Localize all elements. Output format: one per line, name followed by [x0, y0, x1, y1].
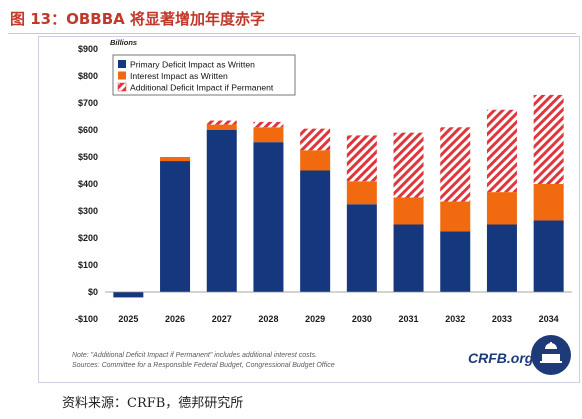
bar-segment-additional: [440, 127, 471, 202]
bar-segment-primary: [113, 292, 144, 298]
y-tick-label: $800: [78, 71, 98, 81]
bar-segment-additional: [206, 120, 237, 125]
capitol-icon: [540, 342, 562, 363]
x-tick-label: 2025: [118, 314, 138, 324]
y-tick-label: $400: [78, 179, 98, 189]
bar-segment-primary: [486, 224, 517, 292]
source-caption: 资料来源：CRFB，德邦研究所: [62, 396, 244, 411]
y-tick-label: $0: [88, 287, 98, 297]
crfb-logo: CRFB.org: [468, 335, 571, 375]
bar-segment-interest: [206, 124, 237, 130]
bar-segment-additional: [346, 135, 377, 182]
bar-segment-interest: [486, 192, 517, 225]
legend-entry: Primary Deficit Impact as Written: [130, 60, 255, 70]
legend-entry: Interest Impact as Written: [130, 71, 228, 81]
bar-segment-additional: [253, 121, 284, 128]
x-tick-label: 2028: [258, 314, 278, 324]
y-tick-label: $600: [78, 125, 98, 135]
bar-segment-interest: [440, 201, 471, 232]
bar-segment-additional: [300, 128, 331, 151]
bar-segment-interest: [393, 197, 424, 225]
bar-segment-interest: [346, 181, 377, 205]
bar-segment-additional: [533, 94, 564, 184]
y-tick-label: $500: [78, 152, 98, 162]
x-tick-label: 2029: [305, 314, 325, 324]
bar-segment-primary: [206, 130, 237, 292]
x-tick-label: 2026: [165, 314, 185, 324]
y-tick-label: $100: [78, 260, 98, 270]
x-tick-label: 2030: [352, 314, 372, 324]
bar-segment-additional: [486, 109, 517, 193]
x-tick-label: 2027: [212, 314, 232, 324]
legend-box: [112, 54, 296, 96]
legend-entry: Additional Deficit Impact if Permanent: [130, 83, 274, 93]
x-tick-label: 2031: [399, 314, 419, 324]
logo-text: CRFB.org: [468, 350, 534, 366]
legend-swatch: [117, 82, 127, 92]
y-tick-label: $300: [78, 206, 98, 216]
chart-note: Note: "Additional Deficit Impact if Perm…: [72, 352, 317, 359]
chart-note: Sources: Committee for a Responsible Fed…: [72, 362, 335, 369]
bar-segment-primary: [300, 170, 331, 292]
y-tick-label: $900: [78, 44, 98, 54]
bar-segment-primary: [533, 220, 564, 292]
y-tick-label: $700: [78, 98, 98, 108]
x-tick-label: 2034: [539, 314, 559, 324]
bar-segment-interest: [533, 184, 564, 221]
bar-segment-primary: [440, 231, 471, 292]
units-label: Billions: [110, 38, 137, 47]
legend-swatch: [118, 60, 126, 68]
x-tick-label: 2033: [492, 314, 512, 324]
bar-segment-interest: [253, 127, 284, 143]
bar-segment-primary: [346, 204, 377, 292]
bar-segment-primary: [253, 142, 284, 292]
legend-swatch: [118, 71, 126, 80]
title-divider: [8, 33, 576, 34]
bar-segment-primary: [393, 224, 424, 292]
bar-segment-interest: [160, 157, 191, 162]
bar-segment-primary: [160, 161, 191, 292]
bar-segment-interest: [300, 150, 331, 171]
bar-segment-additional: [393, 132, 424, 198]
y-tick-label: $200: [78, 233, 98, 243]
y-tick-label: -$100: [75, 314, 98, 324]
x-tick-label: 2032: [445, 314, 465, 324]
figure-title: 图 13：OBBBA 将显著增加年度赤字: [10, 10, 265, 28]
